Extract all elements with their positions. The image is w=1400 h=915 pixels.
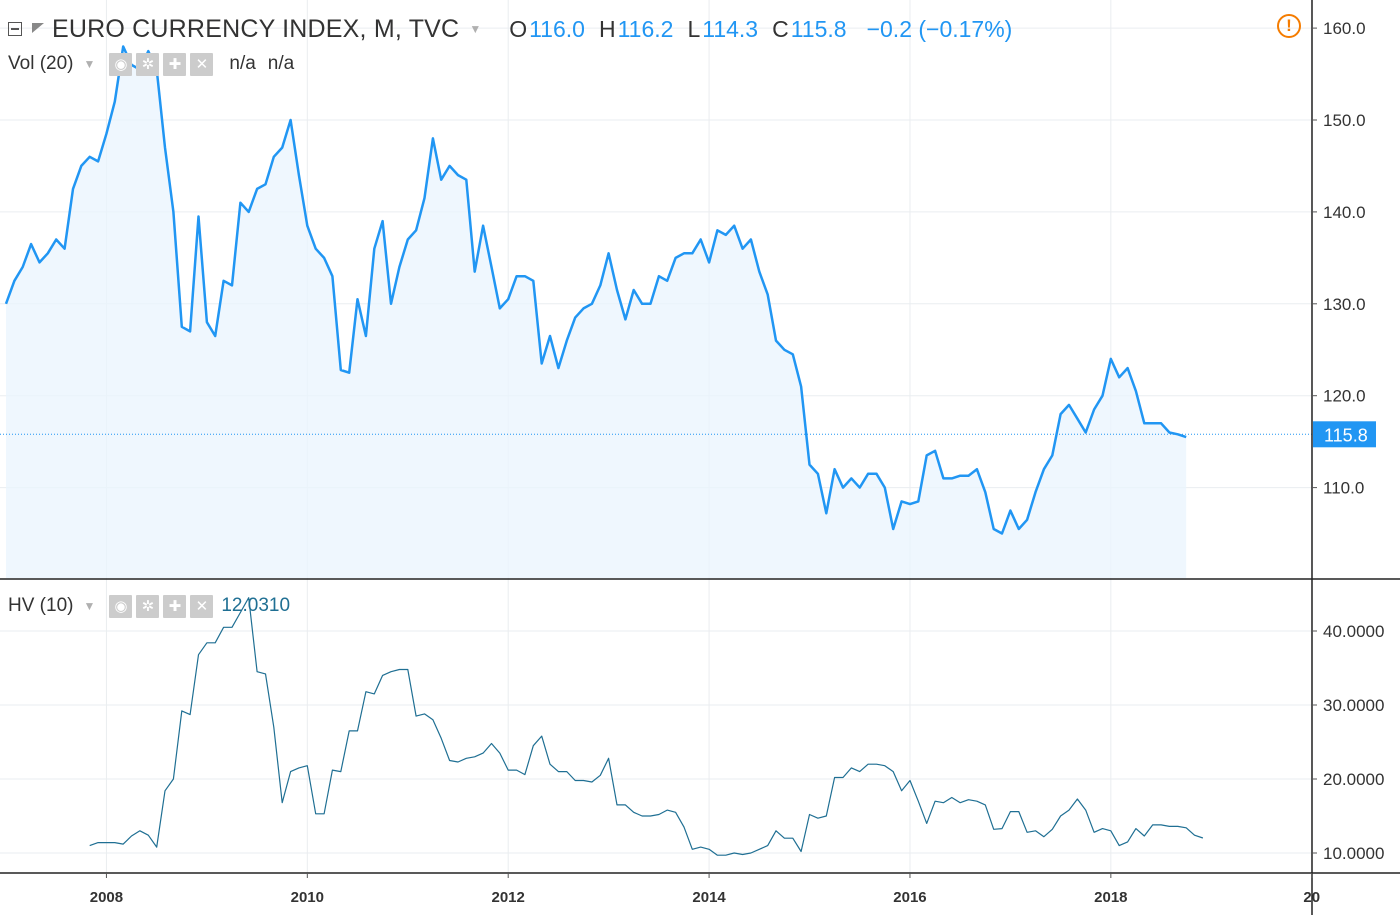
gear-icon[interactable]: ✲	[136, 594, 160, 618]
vol-study-label[interactable]: Vol (20)	[8, 53, 74, 74]
price-tick-label: 110.0	[1323, 479, 1364, 498]
close-icon[interactable]: ✕	[190, 52, 214, 76]
open-label: O	[509, 15, 528, 42]
last-price-badge: 115.8	[1313, 421, 1376, 448]
high-label: H	[598, 15, 616, 42]
time-tick-label: 2012	[492, 889, 525, 906]
time-tick-label: 2016	[893, 889, 926, 906]
time-tick-label: 2014	[692, 889, 726, 906]
close-label: C	[772, 15, 789, 42]
hv-series-line[interactable]	[89, 597, 1204, 856]
vol-value-1: n/a	[229, 53, 256, 74]
main-legend: EURO CURRENCY INDEX, M, TVC ▼ O 116.0 H …	[8, 14, 1012, 44]
hv-value: 12.0310	[221, 595, 291, 616]
time-tick-label: 2008	[90, 889, 123, 906]
time-tick-label: 2010	[291, 889, 324, 906]
time-axis[interactable]: 2008 2010 2012 2014 2016 2018 20	[90, 873, 1320, 906]
open-value: 116.0	[529, 15, 585, 42]
last-price-badge-bg	[1313, 421, 1376, 448]
hv-study-label[interactable]: HV (10)	[8, 595, 74, 616]
vol-value-2: n/a	[267, 53, 295, 74]
price-area-fill	[6, 46, 1187, 578]
hv-axis[interactable]: 10.0000 20.0000 30.0000 40.0000	[1312, 622, 1384, 863]
chevron-down-icon[interactable]: ▼	[83, 57, 96, 71]
high-value: 116.2	[617, 15, 674, 42]
chevron-down-icon[interactable]: ▼	[469, 22, 482, 36]
plus-icon[interactable]: ✚	[163, 52, 187, 76]
hv-legend: HV (10) ▼ ◉ ✲ ✚ ✕ 12.0310	[8, 593, 290, 619]
vol-legend: Vol (20) ▼ ◉ ✲ ✚ ✕ n/a n/a	[8, 51, 294, 77]
eye-icon[interactable]: ◉	[109, 52, 133, 76]
price-tick-label: 140.0	[1323, 203, 1366, 222]
price-series-line[interactable]	[4, 45, 1187, 535]
change-value: −0.2 (−0.17%)	[866, 15, 1013, 42]
hv-tick-label: 30.0000	[1323, 696, 1384, 715]
price-tick-label: 150.0	[1323, 111, 1366, 130]
close-icon[interactable]: ✕	[190, 594, 214, 618]
low-value: 114.3	[702, 15, 759, 42]
warning-icon[interactable]: !	[1277, 14, 1301, 38]
gear-icon[interactable]: ✲	[136, 52, 160, 76]
price-tick-label: 160.0	[1323, 19, 1366, 38]
price-tick-label: 130.0	[1323, 295, 1366, 314]
time-tick-label: 20	[1303, 889, 1320, 906]
hv-tick-label: 10.0000	[1323, 844, 1384, 863]
plus-icon[interactable]: ✚	[163, 594, 187, 618]
time-tick-label: 2018	[1094, 889, 1127, 906]
collapse-icon[interactable]	[8, 22, 22, 36]
price-axis[interactable]: 110.0 120.0 130.0 140.0 150.0 160.0	[1312, 19, 1366, 498]
eye-icon[interactable]: ◉	[109, 594, 133, 618]
close-value: 115.8	[790, 15, 847, 42]
symbol-title[interactable]: EURO CURRENCY INDEX, M, TVC	[52, 14, 460, 43]
hv-tick-label: 40.0000	[1323, 622, 1384, 641]
price-tick-label: 120.0	[1323, 387, 1366, 406]
chevron-down-icon[interactable]: ▼	[83, 599, 96, 613]
last-price-badge-label: 115.8	[1324, 425, 1368, 445]
low-label: L	[687, 15, 701, 42]
hv-tick-label: 20.0000	[1323, 770, 1384, 789]
flag-icon[interactable]	[32, 23, 44, 33]
